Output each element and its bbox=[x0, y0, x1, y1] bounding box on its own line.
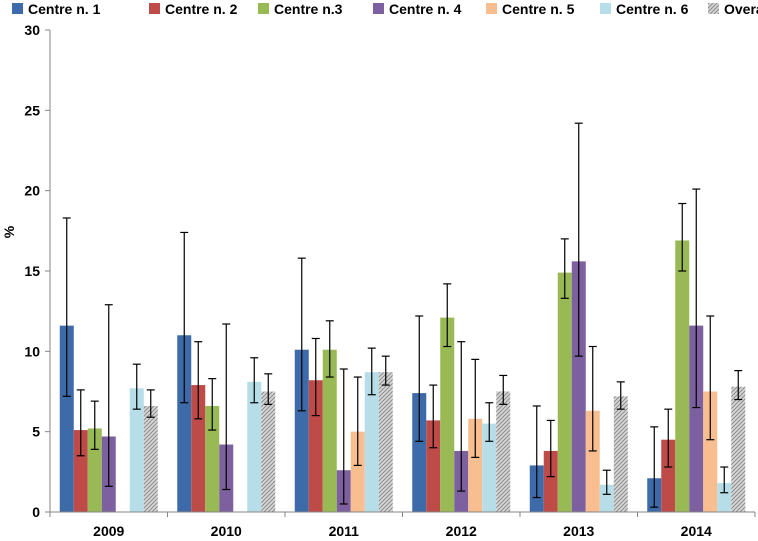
y-axis: 0 5 10 15 20 25 30 bbox=[24, 22, 51, 520]
legend-label: Overall bbox=[724, 1, 758, 17]
bar bbox=[599, 484, 614, 512]
legend-label: Centre n. 2 bbox=[165, 1, 238, 17]
y-tick-label: 0 bbox=[32, 504, 40, 520]
bar bbox=[689, 325, 704, 512]
bar bbox=[322, 349, 337, 512]
error-bars bbox=[62, 122, 743, 508]
bar bbox=[247, 381, 262, 512]
bar bbox=[717, 483, 732, 512]
bar bbox=[675, 240, 690, 512]
y-tick-label: 10 bbox=[24, 343, 40, 359]
legend-item: Overall bbox=[708, 1, 758, 17]
bar bbox=[731, 386, 746, 512]
bar bbox=[703, 391, 718, 512]
legend-swatch bbox=[600, 3, 611, 14]
legend-item: Centre n. 4 bbox=[373, 1, 462, 17]
x-tick-label: 2010 bbox=[211, 523, 242, 539]
legend-item: Centre n. 6 bbox=[600, 1, 689, 17]
bar bbox=[613, 396, 628, 512]
bar bbox=[661, 439, 676, 512]
y-tick-label: 5 bbox=[32, 424, 40, 440]
bar bbox=[496, 391, 511, 512]
bar bbox=[412, 393, 427, 512]
x-tick-label: 2014 bbox=[681, 523, 712, 539]
legend-label: Centre n.3 bbox=[274, 1, 343, 17]
legend-label: Centre n. 5 bbox=[502, 1, 575, 17]
bar bbox=[378, 372, 393, 512]
legend-swatch bbox=[373, 3, 384, 14]
legend-item: Centre n.3 bbox=[258, 1, 343, 17]
bar bbox=[440, 317, 455, 512]
legend-swatch bbox=[258, 3, 269, 14]
legend: Centre n. 1 Centre n. 2 Centre n.3 Centre n… bbox=[12, 1, 758, 17]
y-axis-title: % bbox=[1, 225, 17, 238]
bar bbox=[177, 335, 192, 512]
bar bbox=[205, 405, 220, 512]
bar bbox=[426, 420, 441, 512]
bar bbox=[557, 272, 572, 512]
x-tick-label: 2012 bbox=[446, 523, 477, 539]
bar bbox=[585, 410, 600, 512]
bar bbox=[308, 380, 323, 512]
x-tick-label: 2009 bbox=[93, 523, 124, 539]
y-tick-label: 30 bbox=[24, 22, 40, 38]
x-axis: 2009 2010 2011 2012 2013 2014 bbox=[49, 511, 756, 539]
bar bbox=[543, 450, 558, 512]
legend-label: Centre n. 1 bbox=[28, 1, 101, 17]
bars bbox=[59, 240, 746, 512]
bar bbox=[468, 418, 483, 512]
bar bbox=[364, 372, 379, 512]
bar bbox=[261, 391, 276, 512]
bar bbox=[350, 431, 365, 512]
bar bbox=[571, 261, 586, 512]
legend-label: Centre n. 4 bbox=[389, 1, 462, 17]
bar bbox=[482, 423, 497, 512]
bar bbox=[143, 405, 158, 512]
legend-item: Centre n. 2 bbox=[149, 1, 238, 17]
legend-swatch bbox=[708, 3, 719, 14]
bar bbox=[191, 385, 206, 512]
y-tick-label: 25 bbox=[24, 102, 40, 118]
legend-swatch bbox=[486, 3, 497, 14]
x-tick-label: 2011 bbox=[329, 523, 360, 539]
y-tick-label: 15 bbox=[24, 263, 40, 279]
x-tick-label: 2013 bbox=[563, 523, 594, 539]
bar bbox=[59, 325, 74, 512]
bar bbox=[129, 388, 144, 512]
y-tick-label: 20 bbox=[24, 183, 40, 199]
legend-swatch bbox=[12, 3, 23, 14]
legend-label: Centre n. 6 bbox=[616, 1, 689, 17]
legend-item: Centre n. 1 bbox=[12, 1, 101, 17]
bar bbox=[73, 430, 88, 512]
bar bbox=[294, 349, 309, 512]
legend-item: Centre n. 5 bbox=[486, 1, 575, 17]
legend-swatch bbox=[149, 3, 160, 14]
